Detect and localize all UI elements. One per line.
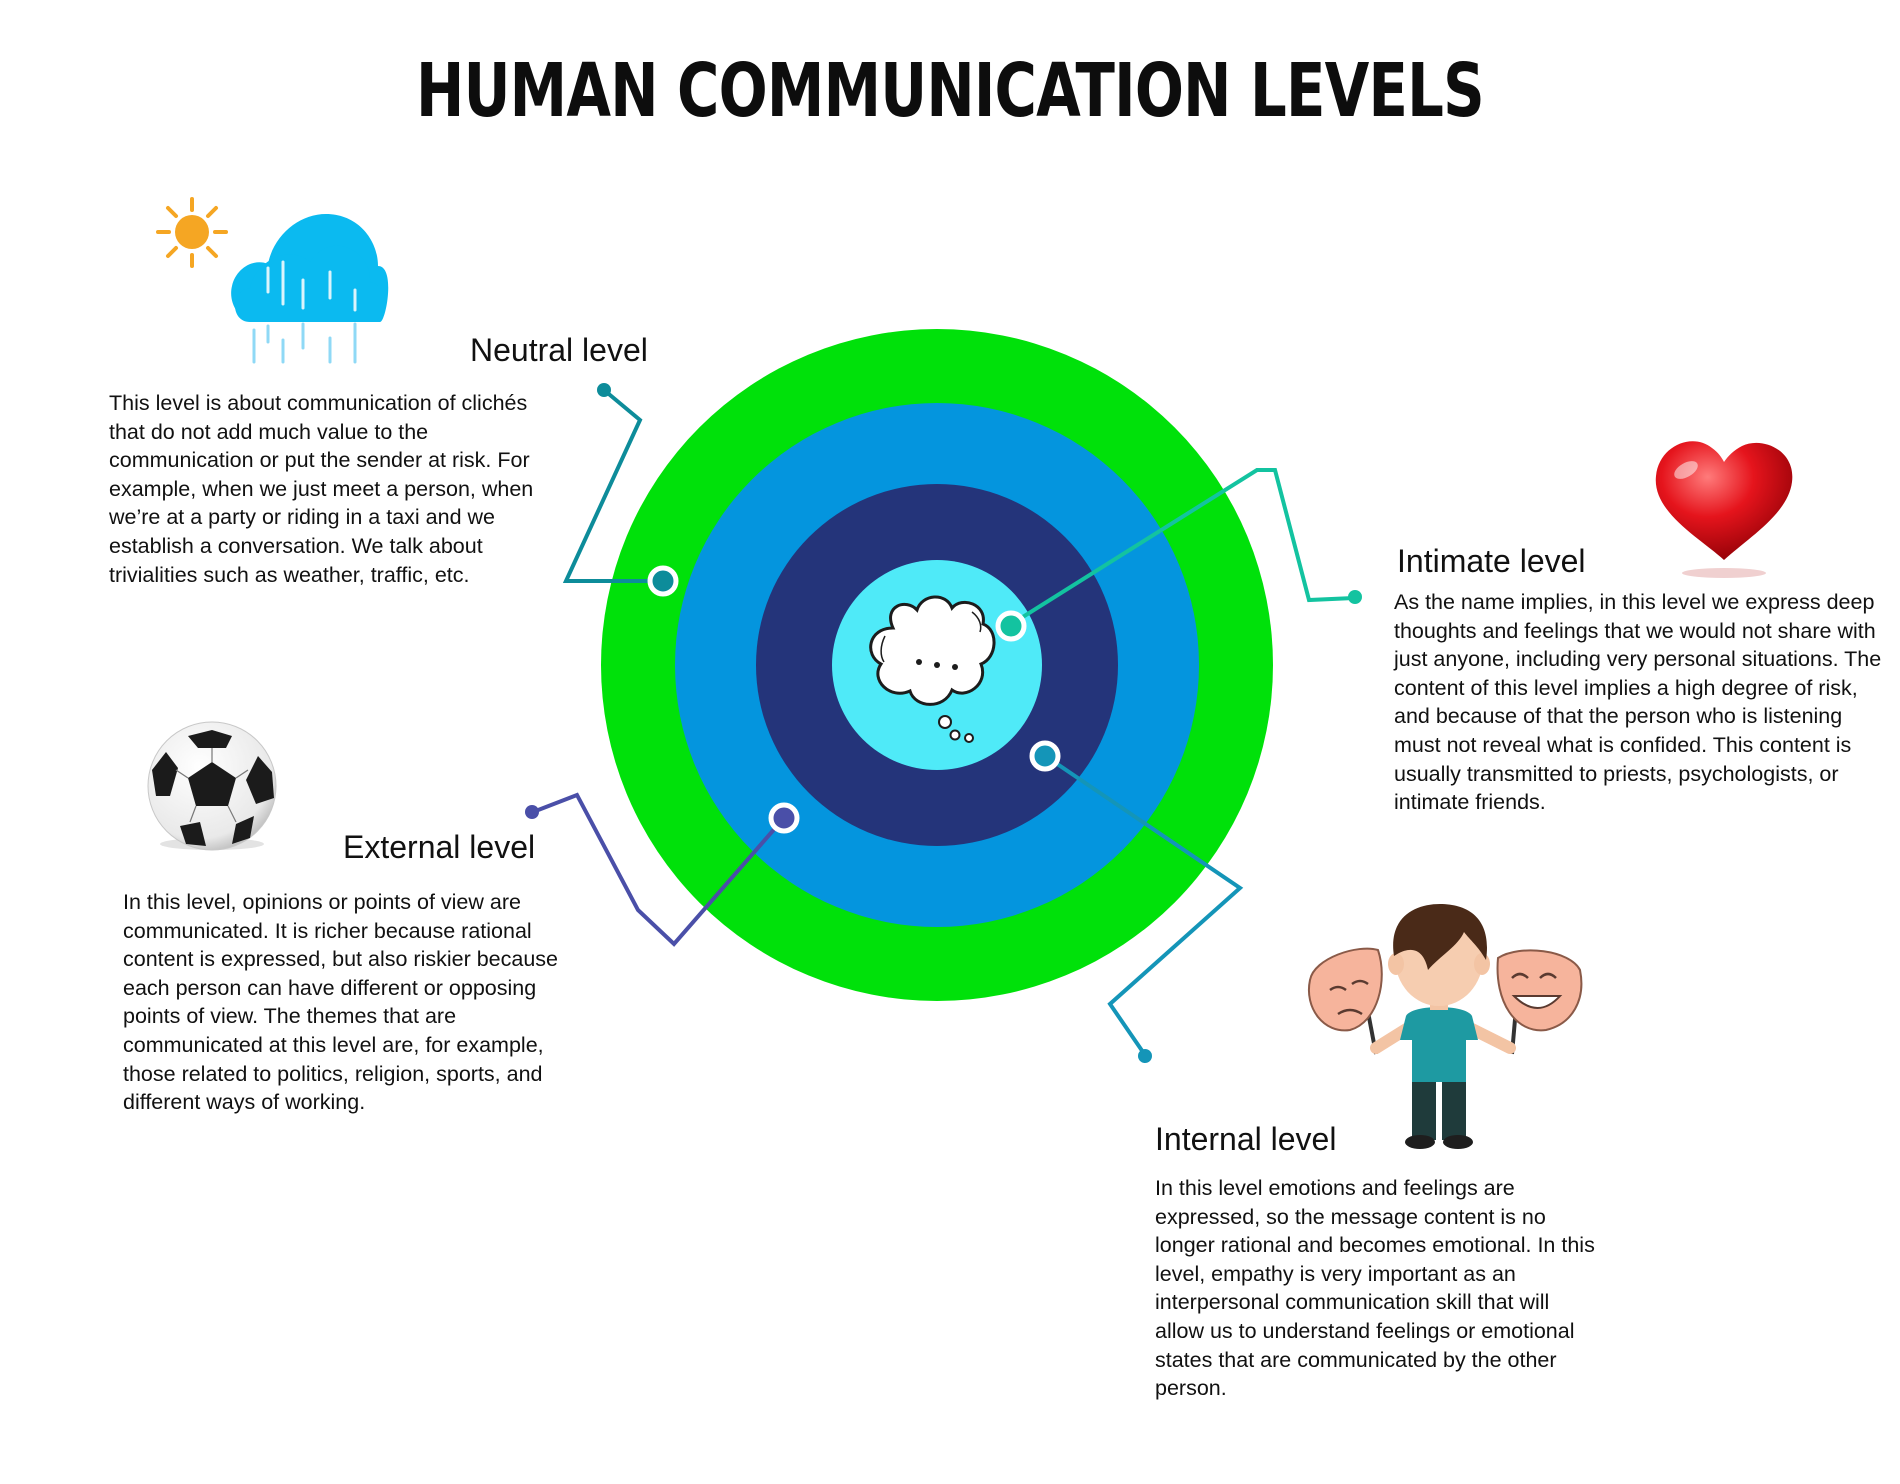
internal-marker [1029, 740, 1061, 772]
intimate-level-heading: Intimate level [1397, 543, 1586, 579]
neutral-marker [647, 565, 679, 597]
thought-bubble-icon [869, 595, 996, 743]
external-connector [525, 792, 800, 947]
neutral-level-heading: Neutral level [470, 332, 648, 368]
neutral-level-description: This level is about communication of cli… [109, 391, 534, 587]
intimate-connector [995, 468, 1362, 642]
intimate-level-description: As the name implies, in this level we ex… [1394, 590, 1882, 815]
internal-connector [1029, 740, 1244, 1063]
soccer-ball-icon [147, 721, 277, 851]
internal-level-heading: Internal level [1155, 1121, 1337, 1157]
neutral-connector [562, 383, 679, 597]
internal-level-description: In this level emotions and feelings are … [1155, 1176, 1595, 1401]
heart-icon [1655, 441, 1793, 578]
sun-rain-cloud-icon [156, 197, 389, 364]
external-level-heading: External level [343, 829, 536, 865]
boy-with-masks-icon [1307, 904, 1583, 1149]
page-title: HUMAN COMMUNICATION LEVELS [416, 48, 1485, 134]
external-marker [768, 802, 800, 834]
external-level-description: In this level, opinions or points of vie… [123, 890, 559, 1115]
intimate-marker [995, 610, 1027, 642]
